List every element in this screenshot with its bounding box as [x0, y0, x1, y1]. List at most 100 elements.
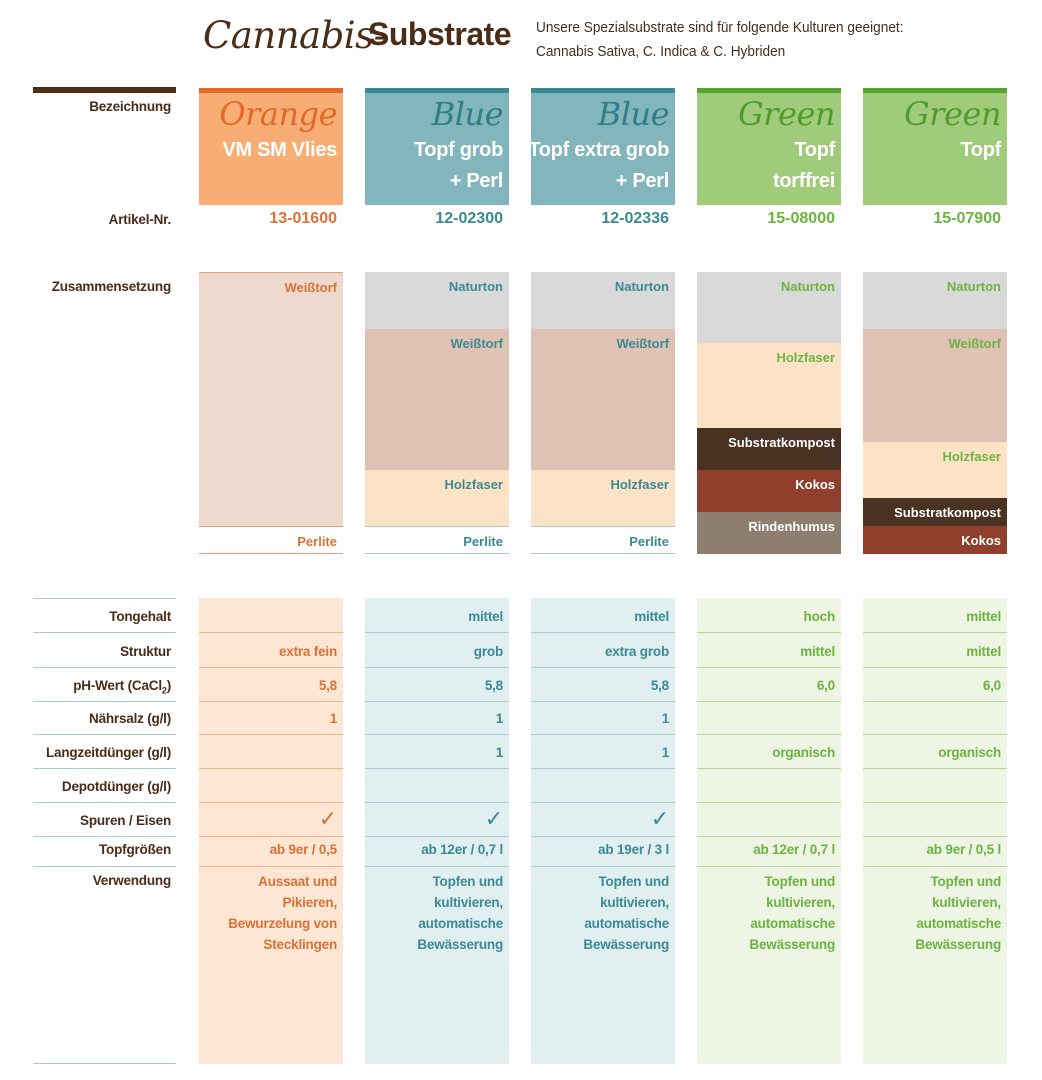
- layer-substratkompost: Substratkompost: [697, 428, 841, 470]
- cell-langzeitduenger: organisch: [938, 745, 1001, 760]
- product-name-line-2: torffrei: [772, 170, 835, 192]
- layer-label: Substratkompost: [894, 505, 1001, 520]
- row-rule: [199, 667, 343, 668]
- cell-struktur: mittel: [966, 644, 1001, 659]
- article-number: 15-07900: [933, 210, 1001, 227]
- product-name-line-2: + Perl: [449, 170, 504, 192]
- row-rule: [697, 734, 841, 735]
- label-rule: [33, 836, 176, 837]
- layer-label: Holzfaser: [610, 477, 669, 492]
- product-name-line-1: VM SM Vlies: [222, 139, 337, 161]
- label-artikel-nr: Artikel-Nr.: [108, 212, 172, 227]
- article-number: 13-01600: [269, 210, 337, 227]
- column-topbar: [531, 88, 675, 93]
- layer-holzfaser: Holzfaser: [863, 442, 1007, 498]
- label-rule: [33, 701, 176, 702]
- label-zusammensetzung: Zusammensetzung: [51, 279, 171, 294]
- layer-label: Holzfaser: [444, 477, 503, 492]
- cell-ph-wert: 6,0: [982, 678, 1001, 693]
- layer-perlite: Perlite: [199, 526, 343, 554]
- subtitle-line-1: Unsere Spezialsubstrate sind für folgend…: [536, 20, 904, 36]
- layer-kokos: Kokos: [697, 470, 841, 512]
- row-rule: [365, 667, 509, 668]
- cell-topfgroessen: ab 19er / 3 l: [598, 842, 669, 857]
- layer-label: Weißtorf: [450, 336, 503, 351]
- page-title: Substrate: [368, 16, 512, 52]
- subtitle-line-2: Cannabis Sativa, C. Indica & C. Hybriden: [536, 44, 786, 60]
- product-name-line-1: Topf: [960, 139, 1001, 161]
- label-spuren-eisen: Spuren / Eisen: [80, 813, 171, 828]
- layer-label: Perlite: [297, 534, 337, 549]
- column-script-name: Green: [738, 95, 835, 133]
- label-depotduenger: Depotdünger (g/l): [61, 779, 171, 794]
- row-rule: [531, 701, 675, 702]
- cell-topfgroessen: ab 12er / 0,7 l: [421, 842, 503, 857]
- title-script: Cannabis-: [203, 14, 386, 57]
- column-product-name: Topf torffrei: [773, 135, 835, 197]
- column-table-background: [863, 598, 1007, 1064]
- layer-kokos: Kokos: [863, 526, 1007, 554]
- product-name-line-1: Topf grob: [413, 139, 503, 161]
- label-rule: [33, 768, 176, 769]
- column-product-name: Topf: [960, 135, 1001, 166]
- label-verwendung: Verwendung: [92, 873, 171, 888]
- layer-label: Substratkompost: [728, 435, 835, 450]
- cell-tongehalt: hoch: [803, 609, 836, 624]
- label-struktur: Struktur: [120, 644, 171, 659]
- row-rule: [365, 802, 509, 803]
- row-rule: [863, 667, 1007, 668]
- layer-weisstorf: Weißtorf: [863, 329, 1007, 442]
- layer-weisstorf: Weißtorf: [365, 329, 509, 470]
- cell-naehrsalz: 1: [329, 711, 338, 726]
- layer-rindenhumus: Rindenhumus: [697, 512, 841, 554]
- column-script-name: Orange: [219, 95, 337, 133]
- label-rule: [33, 632, 176, 633]
- cell-verwendung: Topfen und kultivieren, automatische Bew…: [915, 874, 1001, 952]
- column-header: Blue Topf extra grob + Perl: [528, 93, 675, 205]
- check-icon: ✓: [318, 806, 337, 831]
- row-rule: [531, 768, 675, 769]
- row-rule: [365, 768, 509, 769]
- row-rule: [863, 802, 1007, 803]
- layer-holzfaser: Holzfaser: [697, 343, 841, 428]
- cell-ph-wert: 5,8: [650, 678, 669, 693]
- layer-label: Weißtorf: [948, 336, 1001, 351]
- article-number: 15-08000: [767, 210, 835, 227]
- layer-label: Weißtorf: [284, 280, 337, 295]
- row-rule: [531, 866, 675, 867]
- row-rule: [697, 632, 841, 633]
- cell-verwendung: Aussaat und Pikieren, Bewurzelung von St…: [228, 874, 337, 952]
- layer-label: Kokos: [795, 477, 835, 492]
- layer-perlite: Perlite: [531, 526, 675, 554]
- layer-holzfaser: Holzfaser: [365, 470, 509, 526]
- label-tongehalt: Tongehalt: [109, 609, 171, 624]
- column-script-name: Blue: [431, 95, 504, 133]
- layer-naturton: Naturton: [697, 272, 841, 343]
- label-rule: [33, 1063, 176, 1064]
- row-rule: [531, 836, 675, 837]
- column-script-name: Blue: [597, 95, 670, 133]
- label-rule: [33, 734, 176, 735]
- column-header: Orange VM SM Vlies: [199, 93, 343, 205]
- row-rule: [697, 667, 841, 668]
- row-rule: [863, 768, 1007, 769]
- layer-perlite: Perlite: [365, 526, 509, 554]
- cell-ph-wert: 6,0: [816, 678, 835, 693]
- layer-label: Naturton: [448, 279, 503, 294]
- product-name-line-2: + Perl: [615, 170, 670, 192]
- row-rule: [365, 701, 509, 702]
- column-product-name: Topf extra grob + Perl: [528, 135, 669, 197]
- layer-weisstorf: Weißtorf: [199, 272, 343, 526]
- cell-ph-wert: 5,8: [484, 678, 503, 693]
- row-rule: [863, 701, 1007, 702]
- column-topbar: [199, 88, 343, 93]
- product-name-line-1: Topf extra grob: [528, 139, 669, 161]
- row-rule: [697, 701, 841, 702]
- layer-holzfaser: Holzfaser: [531, 470, 675, 526]
- cell-topfgroessen: ab 12er / 0,7 l: [753, 842, 835, 857]
- cell-verwendung: Topfen und kultivieren, automatische Bew…: [417, 874, 503, 952]
- row-rule: [365, 836, 509, 837]
- layer-label: Perlite: [463, 534, 503, 549]
- column-header: Green Topf: [863, 93, 1007, 205]
- label-rule: [33, 667, 176, 668]
